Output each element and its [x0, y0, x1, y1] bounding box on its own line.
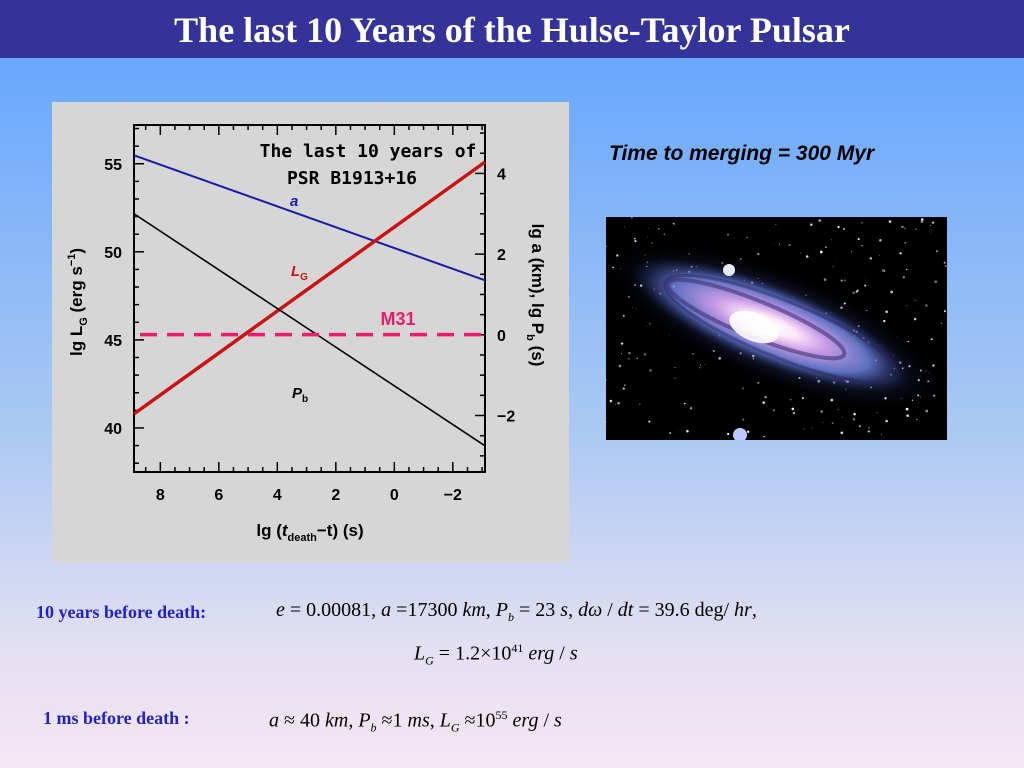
row1-eq-part: P: [495, 599, 508, 621]
row2-eq-part: 41: [511, 641, 524, 655]
slide-title: The last 10 Years of the Hulse-Taylor Pu…: [0, 0, 1024, 58]
y-left-tick-label: 55: [104, 157, 122, 174]
row2-equation: LG = 1.2×1041 erg / s: [414, 641, 578, 669]
y-left-axis-label: lg LG (erg s−1): [66, 248, 90, 356]
row1-eq-part: hr: [734, 599, 752, 621]
row3-eq-part: G: [450, 720, 460, 735]
y-left-tick-label: 50: [104, 245, 122, 262]
x-tick-label: 4: [273, 487, 282, 504]
x-tick-label: 2: [331, 487, 340, 504]
row3-eq-part: ≈1: [376, 709, 408, 732]
row2-eq-part: L: [414, 642, 426, 665]
row1-eq-part: d: [578, 599, 589, 621]
row3-eq-part: ≈ 40: [279, 709, 325, 732]
row1-eq-part: ,: [485, 599, 496, 621]
row1-eq-part: = 39.6 deg/: [633, 599, 735, 621]
y-left-tick-label: 40: [104, 421, 122, 438]
series-label-a: a: [290, 193, 298, 210]
row1-eq-part: ,: [568, 599, 579, 621]
row3-eq-part: ,: [348, 709, 359, 732]
row2-eq-part: s: [569, 642, 578, 665]
pulsar-chart: 8 6 4 2 0 −2 40 45 50 55 −2 0 2 4 M31 a LG Pb The last 10 …: [66, 124, 547, 544]
y-right-tick-label: 0: [497, 328, 506, 345]
y-left-tick-label: 45: [104, 333, 122, 350]
row1-label: 10 years before death:: [36, 602, 207, 622]
row3-label: 1 ms before death :: [43, 708, 190, 728]
row3-eq-part: ,: [429, 709, 440, 732]
row2-eq-part: G: [425, 653, 434, 668]
series-line-l: [132, 160, 487, 416]
x-tick-label: 8: [156, 487, 165, 504]
row3-eq-part: ≈10: [459, 709, 496, 732]
row1-eq-part: km: [462, 599, 486, 621]
row3-eq-part: ms: [407, 709, 430, 732]
row3-eq-part: b: [370, 720, 377, 735]
row3-eq-part: s: [554, 709, 562, 732]
row1-eq-part: a: [381, 599, 392, 621]
row1-eq-part: = 0.00081,: [284, 599, 382, 621]
row3-eq-part: a: [269, 709, 279, 732]
row2-eq-part: = 1.2×10: [433, 642, 512, 665]
merge-time-text: Time to merging = 300 Myr: [609, 142, 875, 165]
x-axis-label: lg (tdeath−t) (s): [256, 521, 363, 544]
chart-panel: 8 6 4 2 0 −2 40 45 50 55 −2 0 2 4 M31 a LG Pb The last 10 …: [52, 102, 569, 563]
row1-eq-part: = 23: [514, 599, 561, 621]
row1-eq-part: s: [560, 599, 569, 621]
y-right-tick-label: −2: [497, 409, 515, 426]
chart-title-line2: PSR B1913+16: [287, 168, 417, 189]
plot-frame: [133, 124, 486, 473]
row3-eq-part: km: [324, 709, 349, 732]
series-label-lg: LG: [291, 263, 308, 283]
row2-eq-part: erg: [528, 642, 555, 665]
row3-eq-part: L: [439, 709, 451, 732]
row1-eq-part: dt: [617, 599, 634, 621]
row3-eq-part: 55: [495, 708, 508, 722]
y-right-tick-label: 4: [497, 166, 506, 183]
row1-equation: e = 0.00081, a =17300 km, Pb = 23 s, dω …: [276, 599, 757, 625]
row3-eq-part: /: [538, 709, 555, 732]
m31-label: M31: [380, 309, 415, 329]
x-tick-label: 6: [214, 487, 223, 504]
row3-equation: a ≈ 40 km, Pb ≈1 ms, LG ≈1055 erg / s: [269, 708, 562, 736]
row1-eq-part: b: [508, 610, 514, 624]
series-line-p: [133, 213, 486, 447]
chart-title-line1: The last 10 years of: [260, 141, 477, 162]
row1-eq-part: =17300: [391, 599, 463, 621]
series-line-a: [133, 154, 486, 282]
row1-eq-part: e: [276, 599, 285, 621]
row1-eq-part: ,: [751, 599, 757, 621]
y-right-axis-label: lg a (km), lg Pb (s): [524, 224, 547, 367]
row2-eq-part: /: [554, 642, 570, 665]
y-right-tick-label: 2: [497, 247, 506, 264]
row3-eq-part: P: [358, 709, 371, 732]
x-tick-label: 0: [390, 487, 399, 504]
galaxy-illustration: [606, 217, 947, 440]
row1-eq-part: ω: [588, 599, 603, 621]
row1-eq-part: /: [602, 599, 618, 621]
series-label-pb: Pb: [292, 385, 308, 405]
x-tick-label: −2: [444, 487, 462, 504]
row3-eq-part: erg: [512, 709, 539, 732]
andromeda-galaxy-image: [606, 217, 947, 440]
